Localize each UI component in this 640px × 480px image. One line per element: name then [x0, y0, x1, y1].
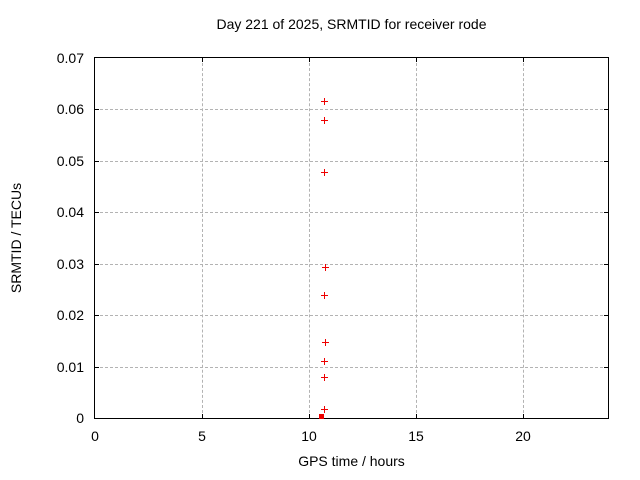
x-tick-bottom: [309, 414, 310, 418]
x-tick-label: 10: [301, 428, 317, 444]
y-tick-label: 0.04: [56, 204, 84, 220]
y-tick-right: [604, 367, 608, 368]
gridline-x-20: [523, 58, 524, 418]
y-tick-label: 0.07: [56, 50, 84, 66]
x-tick-bottom: [416, 414, 417, 418]
data-point: [319, 414, 324, 419]
gridline-x-10: [309, 58, 310, 418]
gridline-y-0.06: [95, 109, 608, 110]
x-tick-top: [309, 58, 310, 62]
x-tick-label: 0: [91, 428, 99, 444]
x-tick-label: 15: [408, 428, 424, 444]
data-point: [321, 98, 328, 105]
gridline-y-0.04: [95, 212, 608, 213]
data-point: [321, 374, 328, 381]
gridline-y-0.02: [95, 315, 608, 316]
x-tick-top: [523, 58, 524, 62]
gridline-y-0.05: [95, 161, 608, 162]
x-tick-bottom: [523, 414, 524, 418]
y-tick-left: [95, 315, 99, 316]
x-tick-label: 20: [515, 428, 531, 444]
y-tick-right: [604, 109, 608, 110]
x-tick-top: [416, 58, 417, 62]
data-point: [321, 169, 328, 176]
y-tick-label: 0.05: [56, 153, 84, 169]
data-point: [321, 292, 328, 299]
gridline-x-5: [202, 58, 203, 418]
y-tick-label: 0.01: [56, 359, 84, 375]
y-tick-right: [604, 212, 608, 213]
y-tick-right: [604, 315, 608, 316]
chart-title: Day 221 of 2025, SRMTID for receiver rod…: [216, 16, 487, 32]
y-tick-left: [95, 367, 99, 368]
y-tick-label: 0.03: [56, 256, 84, 272]
y-tick-left: [95, 109, 99, 110]
data-point: [321, 117, 328, 124]
data-point: [321, 358, 328, 365]
data-point: [322, 339, 329, 346]
y-tick-label: 0.06: [56, 101, 84, 117]
y-tick-right: [604, 264, 608, 265]
gridline-y-0.01: [95, 367, 608, 368]
y-tick-right: [604, 161, 608, 162]
y-tick-left: [95, 161, 99, 162]
x-tick-label: 5: [198, 428, 206, 444]
x-axis-label: GPS time / hours: [298, 453, 405, 469]
x-tick-bottom: [202, 414, 203, 418]
data-point: [322, 264, 329, 271]
gridline-x-15: [416, 58, 417, 418]
gridline-y-0.03: [95, 264, 608, 265]
plot-area: 0 5 10 15 20 0 0.01 0.02 0.03 0.04 0.05 0.06 0.07: [57, 50, 609, 444]
y-tick-label: 0: [76, 410, 84, 426]
data-point: [321, 406, 328, 413]
x-tick-top: [202, 58, 203, 62]
y-tick-label: 0.02: [56, 307, 84, 323]
y-axis-label: SRMTID / TECUs: [8, 182, 24, 294]
y-tick-left: [95, 212, 99, 213]
y-tick-left: [95, 264, 99, 265]
